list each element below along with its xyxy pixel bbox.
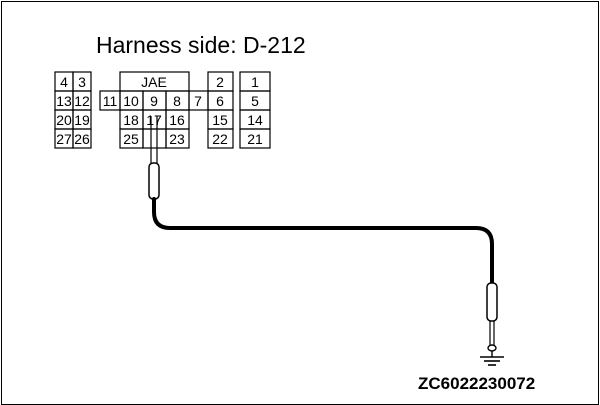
test-probe-ground — [486, 282, 498, 345]
pin-label-18: 18 — [123, 112, 139, 128]
pin-label-12: 12 — [74, 93, 90, 109]
pin-labels: 4 3 JAE 2 1 13 12 11 10 9 8 7 6 5 20 19 … — [56, 74, 263, 147]
pin-label-11: 11 — [103, 93, 118, 109]
test-probe-connector — [148, 116, 160, 200]
harness-wire — [152, 197, 494, 288]
pin-label-6: 6 — [216, 93, 224, 109]
pin-cell-26 — [72, 128, 92, 149]
pin-label-3: 3 — [78, 74, 86, 90]
pin-label-21: 21 — [247, 131, 263, 147]
pin-label-1: 1 — [251, 74, 259, 90]
connector-face — [54, 71, 271, 149]
pin-label-23: 23 — [169, 131, 185, 147]
pin-label-20: 20 — [56, 112, 72, 128]
harness-title: Harness side: D-212 — [96, 32, 306, 58]
pin-label-13: 13 — [56, 93, 72, 109]
pin-label-7: 7 — [194, 93, 202, 109]
pin-cell-23 — [165, 128, 190, 149]
pin-label-8: 8 — [173, 93, 181, 109]
pin-label-14: 14 — [247, 112, 263, 128]
pin-cell-24 — [142, 128, 167, 149]
figure-code: ZC6022230072 — [418, 374, 536, 393]
pin-label-27: 27 — [56, 131, 72, 147]
pin-label-16: 16 — [169, 112, 185, 128]
pin-label-26: 26 — [74, 131, 90, 147]
pin-label-2: 2 — [216, 74, 224, 90]
pin-label-19: 19 — [74, 112, 90, 128]
pin-cell-21 — [239, 128, 271, 149]
pin-label-17: 17 — [146, 112, 162, 128]
pin-label-25: 25 — [123, 131, 139, 147]
pin-label-4: 4 — [60, 74, 68, 90]
pin-cell-22 — [207, 128, 234, 149]
pin-label-15: 15 — [212, 112, 228, 128]
connector-type-label: JAE — [141, 74, 167, 90]
pin-label-9: 9 — [150, 93, 158, 109]
pin-label-22: 22 — [212, 131, 228, 147]
pin-label-10: 10 — [123, 93, 139, 109]
pin-label-5: 5 — [251, 93, 259, 109]
ground-icon — [480, 344, 504, 366]
